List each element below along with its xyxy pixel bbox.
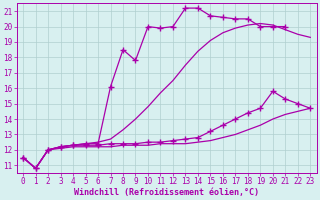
- X-axis label: Windchill (Refroidissement éolien,°C): Windchill (Refroidissement éolien,°C): [74, 188, 259, 197]
